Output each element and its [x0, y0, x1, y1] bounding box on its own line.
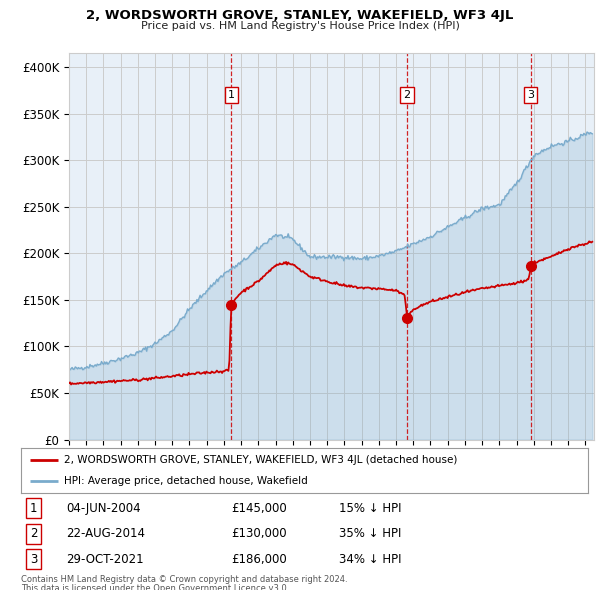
Text: 2, WORDSWORTH GROVE, STANLEY, WAKEFIELD, WF3 4JL: 2, WORDSWORTH GROVE, STANLEY, WAKEFIELD,… — [86, 9, 514, 22]
Text: 2: 2 — [404, 90, 410, 100]
Text: Contains HM Land Registry data © Crown copyright and database right 2024.: Contains HM Land Registry data © Crown c… — [21, 575, 347, 584]
Text: £130,000: £130,000 — [231, 527, 286, 540]
Text: 2, WORDSWORTH GROVE, STANLEY, WAKEFIELD, WF3 4JL (detached house): 2, WORDSWORTH GROVE, STANLEY, WAKEFIELD,… — [64, 455, 457, 466]
Text: Price paid vs. HM Land Registry's House Price Index (HPI): Price paid vs. HM Land Registry's House … — [140, 21, 460, 31]
Text: 35% ↓ HPI: 35% ↓ HPI — [338, 527, 401, 540]
Text: £145,000: £145,000 — [231, 502, 287, 514]
Text: £186,000: £186,000 — [231, 553, 287, 566]
Text: 1: 1 — [228, 90, 235, 100]
Text: 04-JUN-2004: 04-JUN-2004 — [67, 502, 141, 514]
Text: 3: 3 — [30, 553, 37, 566]
Text: 22-AUG-2014: 22-AUG-2014 — [67, 527, 145, 540]
Text: This data is licensed under the Open Government Licence v3.0.: This data is licensed under the Open Gov… — [21, 584, 289, 590]
Text: 3: 3 — [527, 90, 535, 100]
Text: 1: 1 — [30, 502, 37, 514]
Text: 34% ↓ HPI: 34% ↓ HPI — [338, 553, 401, 566]
Text: 15% ↓ HPI: 15% ↓ HPI — [338, 502, 401, 514]
Text: 29-OCT-2021: 29-OCT-2021 — [67, 553, 144, 566]
Text: HPI: Average price, detached house, Wakefield: HPI: Average price, detached house, Wake… — [64, 476, 307, 486]
Text: 2: 2 — [30, 527, 37, 540]
